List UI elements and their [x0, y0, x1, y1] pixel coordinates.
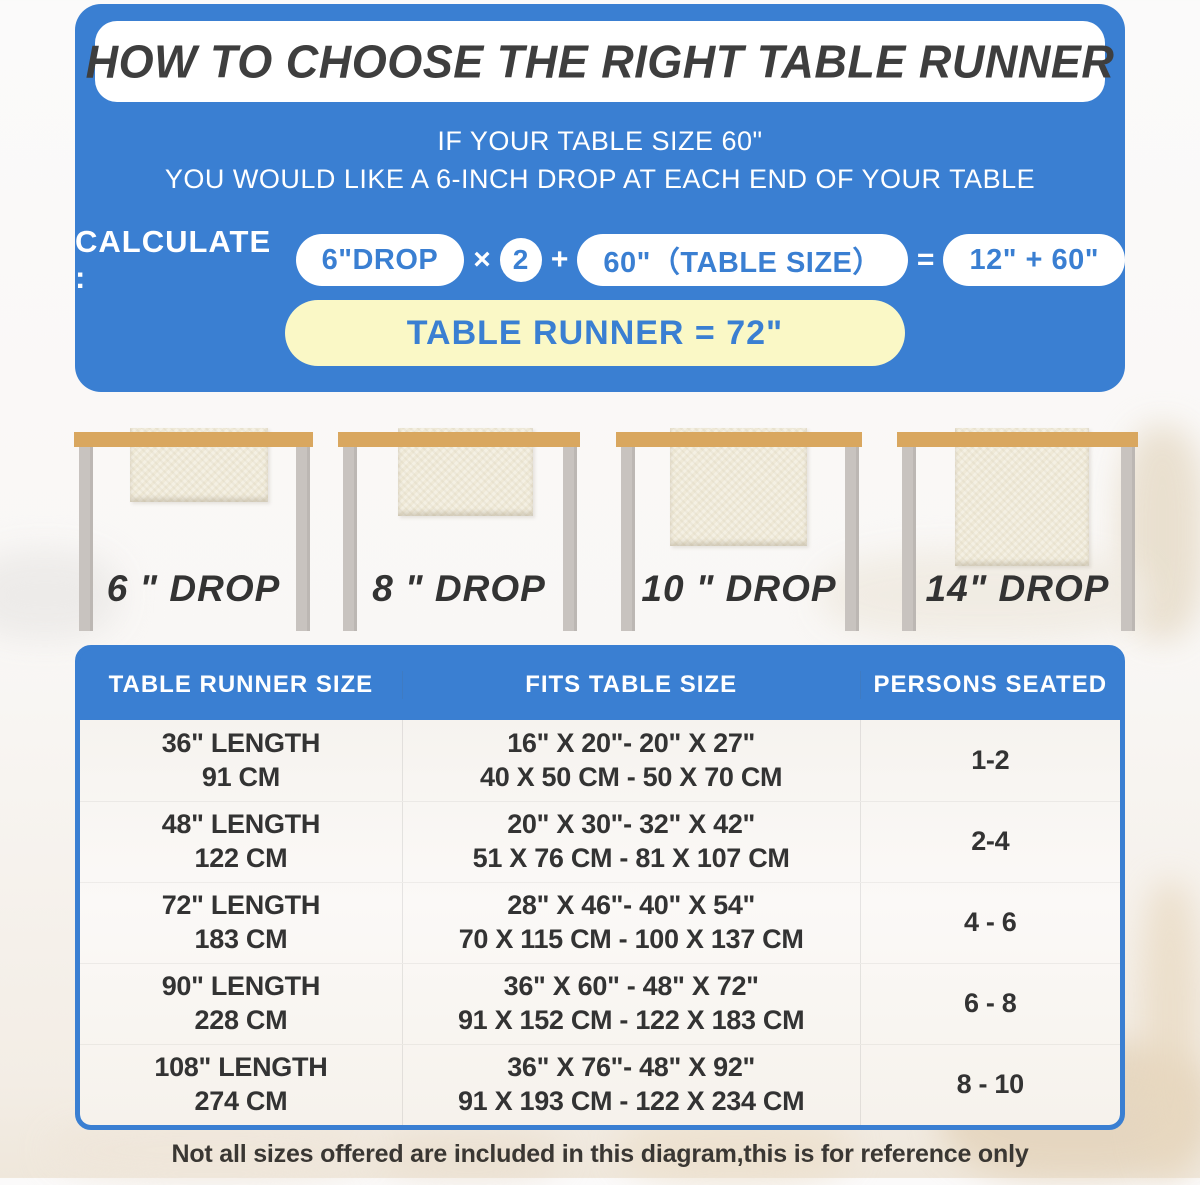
persons-seated-value: 1-2 [971, 744, 1010, 775]
persons-seated-cell: 4 - 6 [861, 883, 1121, 963]
title-banner: HOW TO CHOOSE THE RIGHT TABLE RUNNER [86, 21, 1114, 102]
table-leg [902, 447, 916, 631]
drop-label: 14" DROP [925, 568, 1110, 609]
table-leg [1121, 447, 1135, 631]
tabletop-graphic [616, 432, 862, 447]
backdrop-blob [50, 1120, 370, 1180]
table-size-pill: 60"（TABLE SIZE） [577, 234, 908, 286]
backdrop-blob [0, 550, 120, 640]
tabletop-graphic [338, 432, 580, 447]
size-chart-header: TABLE RUNNER SIZE FITS TABLE SIZE PERSON… [80, 650, 1120, 720]
calculate-label: CALCULATE : [75, 224, 272, 295]
drop-label: 6 " DROP [106, 568, 281, 609]
persons-seated-value: 4 - 6 [963, 907, 1017, 938]
table-row: 90" LENGTH 228 CM 36" X 60" - 48" X 72" … [80, 963, 1120, 1044]
persons-seated-cell: 2-4 [861, 802, 1121, 882]
fits-table-size-cell: 36" X 76"- 48" X 92" 91 X 193 CM - 122 X… [401, 1045, 861, 1125]
persons-seated-cell: 8 - 10 [861, 1045, 1121, 1125]
multiply-operator: × [473, 243, 491, 276]
column-header-fits-table-size: FITS TABLE SIZE [401, 671, 861, 699]
size-chart-body: 36" LENGTH 91 CM 16" X 20"- 20" X 27" 40… [80, 720, 1120, 1125]
fits-table-size-cell: 28" X 46"- 40" X 54" 70 X 115 CM - 100 X… [401, 883, 861, 963]
runner-size-cell: 48" LENGTH 122 CM [80, 802, 402, 882]
table-illustration-10in: 10 " DROP [616, 428, 862, 640]
runner-size-inches: 90" LENGTH [161, 971, 321, 1002]
table-row: 108" LENGTH 274 CM 36" X 76"- 48" X 92" … [80, 1044, 1120, 1125]
fits-size-cm: 91 X 152 CM - 122 X 183 CM [457, 1005, 805, 1035]
backdrop-blob [380, 1130, 560, 1180]
runner-graphic [670, 428, 807, 546]
persons-seated-cell: 6 - 8 [861, 964, 1121, 1044]
subtitle-line-2: YOU WOULD LIKE A 6-INCH DROP AT EACH END… [164, 164, 1036, 194]
column-header-persons-seated: PERSONS SEATED [873, 671, 1108, 698]
fits-size-inches: 36" X 76"- 48" X 92" [507, 1052, 756, 1083]
fits-size-cm: 51 X 76 CM - 81 X 107 CM [472, 843, 790, 873]
equals-operator: = [916, 243, 935, 276]
fits-size-inches: 16" X 20"- 20" X 27" [507, 727, 756, 758]
hero-panel: HOW TO CHOOSE THE RIGHT TABLE RUNNER IF … [75, 4, 1125, 392]
tabletop-graphic [897, 432, 1138, 447]
runner-size-cm: 228 CM [194, 1005, 288, 1035]
runner-size-cell: 108" LENGTH 274 CM [80, 1045, 402, 1125]
runner-size-inches: 72" LENGTH [161, 890, 321, 921]
table-leg [343, 447, 357, 631]
fits-size-cm: 40 X 50 CM - 50 X 70 CM [480, 761, 783, 792]
table-row: 48" LENGTH 122 CM 20" X 30"- 32" X 42" 5… [80, 801, 1120, 882]
fits-size-inches: 28" X 46"- 40" X 54" [507, 890, 756, 921]
fits-table-size-cell: 36" X 60" - 48" X 72" 91 X 152 CM - 122 … [401, 964, 861, 1044]
drop-value-pill: 6"DROP [295, 234, 465, 286]
runner-size-cell: 72" LENGTH 183 CM [80, 883, 402, 963]
drop-illustrations: 6 " DROP 8 " DROP 10 " DROP 14" DROP [0, 428, 1200, 640]
fits-size-inches: 20" X 30"- 32" X 42" [507, 809, 756, 840]
backdrop-blob [1140, 880, 1200, 1178]
subtitle-line-1: IF YOUR TABLE SIZE 60" [437, 126, 763, 156]
tabletop-graphic [74, 432, 313, 447]
fits-table-size-cell: 16" X 20"- 20" X 27" 40 X 50 CM - 50 X 7… [401, 720, 861, 801]
persons-seated-value: 6 - 8 [963, 988, 1017, 1019]
runner-size-cm: 91 CM [201, 761, 280, 792]
runner-size-cell: 36" LENGTH 91 CM [80, 720, 402, 801]
persons-seated-cell: 1-2 [861, 720, 1121, 801]
persons-seated-value: 8 - 10 [956, 1069, 1025, 1100]
drop-label: 8 " DROP [372, 568, 546, 609]
table-row: 72" LENGTH 183 CM 28" X 46"- 40" X 54" 7… [80, 882, 1120, 963]
table-leg [845, 447, 859, 631]
fits-table-size-cell: 20" X 30"- 32" X 42" 51 X 76 CM - 81 X 1… [401, 802, 861, 882]
table-illustration-6in: 6 " DROP [74, 428, 313, 640]
runner-size-cm: 274 CM [194, 1086, 288, 1116]
runner-size-cm: 122 CM [194, 843, 288, 873]
multiplier-circle: 2 [499, 238, 542, 282]
fits-size-inches: 36" X 60" - 48" X 72" [503, 971, 759, 1002]
result-pill: TABLE RUNNER = 72" [285, 300, 905, 366]
plus-operator: + [550, 243, 569, 276]
persons-seated-value: 2-4 [971, 826, 1010, 857]
runner-size-cell: 90" LENGTH 228 CM [80, 964, 402, 1044]
runner-graphic [955, 428, 1089, 566]
calculation-row: CALCULATE : 6"DROP × 2 + 60"（TABLE SIZE）… [75, 224, 1125, 295]
column-header-runner-size: TABLE RUNNER SIZE [108, 671, 374, 698]
table-illustration-14in: 14" DROP [897, 428, 1138, 640]
table-leg [79, 447, 93, 631]
size-chart-table: TABLE RUNNER SIZE FITS TABLE SIZE PERSON… [75, 645, 1125, 1130]
runner-size-cm: 183 CM [194, 924, 288, 954]
runner-size-inches: 48" LENGTH [161, 809, 321, 840]
sum-pill: 12" + 60" [943, 234, 1125, 286]
table-leg [296, 447, 310, 631]
table-leg [563, 447, 577, 631]
footer-note: Not all sizes offered are included in th… [171, 1140, 1029, 1168]
fits-size-cm: 70 X 115 CM - 100 X 137 CM [458, 924, 804, 954]
fits-size-cm: 91 X 193 CM - 122 X 234 CM [457, 1086, 805, 1116]
runner-size-inches: 36" LENGTH [161, 727, 321, 758]
page-title: HOW TO CHOOSE THE RIGHT TABLE RUNNER [85, 34, 1115, 88]
table-row: 36" LENGTH 91 CM 16" X 20"- 20" X 27" 40… [80, 720, 1120, 801]
drop-label: 10 " DROP [641, 568, 837, 609]
table-illustration-8in: 8 " DROP [338, 428, 580, 640]
table-leg [621, 447, 635, 631]
runner-size-inches: 108" LENGTH [154, 1052, 328, 1083]
